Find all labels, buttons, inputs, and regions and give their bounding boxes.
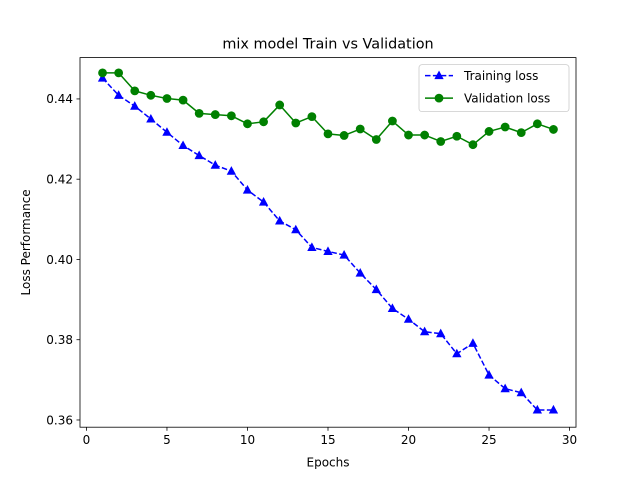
data-point-validation-loss xyxy=(532,119,542,129)
data-point-training-loss xyxy=(291,224,301,234)
data-point-validation-loss xyxy=(291,118,301,128)
x-tick-label: 25 xyxy=(481,433,496,447)
data-point-training-loss xyxy=(210,160,220,169)
series-validation-loss xyxy=(98,68,558,150)
y-tick-label: 0.38 xyxy=(46,333,73,347)
y-tick-label: 0.44 xyxy=(46,92,73,106)
data-point-training-loss xyxy=(484,369,494,379)
data-point-training-loss xyxy=(532,404,543,414)
x-tick-label: 0 xyxy=(83,433,91,447)
data-point-training-loss xyxy=(452,348,462,358)
x-tick-label: 30 xyxy=(562,433,577,447)
legend-label-validation-loss: Validation loss xyxy=(464,91,550,105)
data-point-validation-loss xyxy=(162,94,172,103)
data-point-validation-loss xyxy=(146,90,156,100)
data-point-training-loss xyxy=(130,101,140,110)
data-point-training-loss xyxy=(162,127,172,136)
x-tick-label: 5 xyxy=(163,433,171,447)
data-point-training-loss xyxy=(387,303,398,312)
data-point-validation-loss xyxy=(355,124,365,134)
series-training-loss xyxy=(97,73,559,414)
data-point-validation-loss xyxy=(323,129,333,139)
data-point-training-loss xyxy=(242,184,253,194)
legend-marker-training-loss xyxy=(434,70,444,80)
x-tick-label: 10 xyxy=(240,433,255,447)
data-point-validation-loss xyxy=(371,135,381,144)
legend-entry-training-loss: Training loss xyxy=(425,69,538,83)
data-point-training-loss xyxy=(468,338,478,347)
y-tick-label: 0.40 xyxy=(46,253,73,267)
data-point-training-loss xyxy=(146,113,156,123)
legend-entry-validation-loss: Validation loss xyxy=(425,91,550,105)
data-point-validation-loss xyxy=(388,116,397,126)
y-axis: 0.36 0.38 0.40 0.42 0.44 xyxy=(46,92,80,427)
x-axis: 0 5 10 15 20 25 30 xyxy=(83,427,577,447)
data-point-validation-loss xyxy=(549,125,558,134)
data-point-training-loss xyxy=(339,250,349,259)
data-point-validation-loss xyxy=(452,131,462,141)
legend-label-training-loss: Training loss xyxy=(463,69,538,83)
data-point-validation-loss xyxy=(194,108,204,118)
data-point-validation-loss xyxy=(243,119,252,129)
chart-title: mix model Train vs Validation xyxy=(222,37,433,53)
data-point-validation-loss xyxy=(468,140,478,150)
data-point-training-loss xyxy=(500,383,510,393)
data-point-training-loss xyxy=(226,166,237,175)
data-point-training-loss xyxy=(275,215,285,225)
data-point-training-loss xyxy=(307,242,317,251)
data-point-validation-loss xyxy=(307,112,317,121)
data-point-validation-loss xyxy=(259,117,268,127)
legend-box xyxy=(418,64,570,112)
data-point-validation-loss xyxy=(404,130,413,140)
data-point-training-loss xyxy=(258,197,269,206)
data-point-training-loss xyxy=(548,404,559,414)
data-point-validation-loss xyxy=(516,128,526,138)
data-point-validation-loss xyxy=(226,111,236,121)
data-point-validation-loss xyxy=(436,137,446,146)
data-point-training-loss xyxy=(113,90,124,99)
x-tick-label: 20 xyxy=(401,433,416,447)
data-point-validation-loss xyxy=(500,122,510,132)
y-tick-label: 0.36 xyxy=(46,413,73,427)
data-point-training-loss xyxy=(97,73,108,82)
data-point-validation-loss xyxy=(130,86,140,96)
data-point-validation-loss xyxy=(420,130,430,140)
y-axis-title: Loss Performance xyxy=(19,189,33,295)
data-point-validation-loss xyxy=(98,68,107,78)
data-point-validation-loss xyxy=(114,68,124,78)
y-tick-label: 0.42 xyxy=(46,172,73,186)
series-layer xyxy=(97,68,559,414)
legend-marker-validation-loss xyxy=(434,93,444,103)
data-point-training-loss xyxy=(194,150,204,160)
data-point-validation-loss xyxy=(275,100,285,110)
data-point-training-loss xyxy=(403,314,414,323)
data-point-training-loss xyxy=(516,387,526,397)
data-point-validation-loss xyxy=(484,127,494,136)
data-point-training-loss xyxy=(178,140,188,150)
data-point-training-loss xyxy=(371,284,381,294)
data-point-validation-loss xyxy=(210,110,220,119)
data-point-training-loss xyxy=(355,268,365,277)
x-axis-title: Epochs xyxy=(307,456,350,470)
data-point-training-loss xyxy=(323,246,333,255)
x-tick-label: 15 xyxy=(320,433,335,447)
data-point-validation-loss xyxy=(339,131,349,140)
data-point-training-loss xyxy=(436,328,446,338)
legend: Training loss Validation loss xyxy=(418,64,570,112)
data-point-validation-loss xyxy=(178,95,188,105)
data-point-training-loss xyxy=(419,326,430,336)
